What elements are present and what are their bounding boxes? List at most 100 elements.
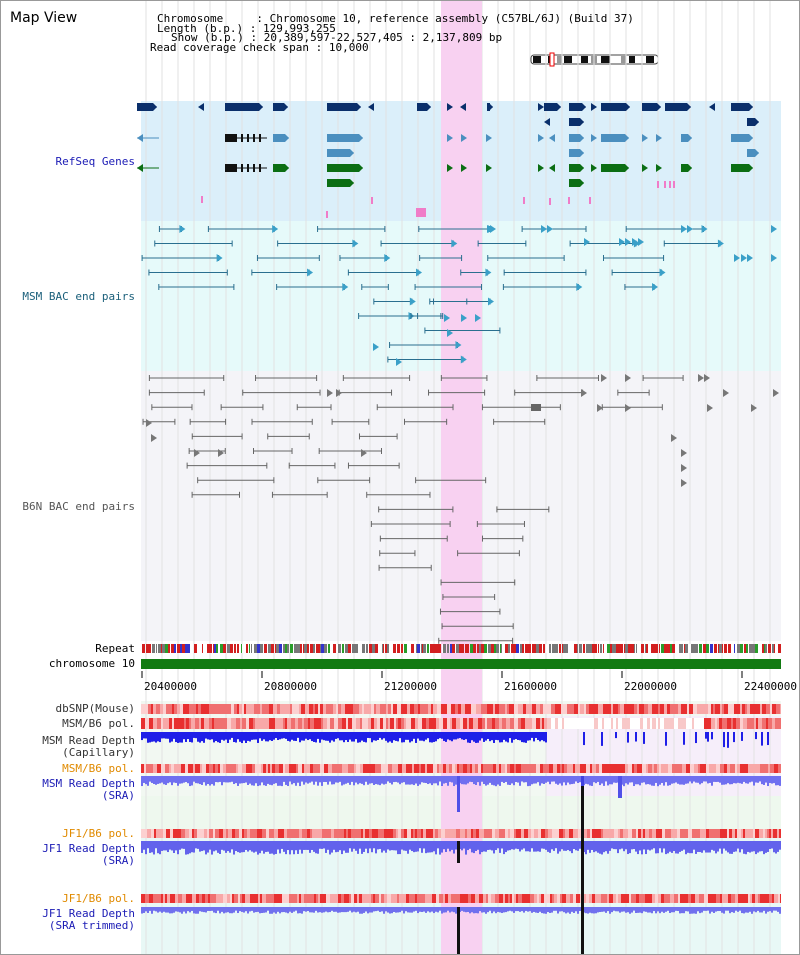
msm-depth-cap-bar (401, 732, 403, 743)
msm-depth-cap-bar (525, 732, 527, 743)
dbsnp-cell (410, 704, 414, 714)
repeat-segment (244, 644, 245, 653)
jf1-depth-sra-bar (587, 841, 589, 850)
gene-arrow-right (447, 134, 453, 142)
msm-depth-sra-bar (635, 776, 637, 785)
jf1-depth-trim-bar (301, 907, 303, 914)
msm-b6-pol-2-cell (752, 764, 756, 773)
jf1-depth-trim-bar (477, 907, 479, 914)
jf1-depth-sra-bar (253, 841, 255, 853)
jf1-depth-trim-bar (303, 907, 305, 912)
msm-depth-sra-bar (201, 776, 203, 785)
msm-depth-sra-bar (547, 776, 549, 782)
msm-b6-pol-2-cell (698, 764, 700, 773)
jf1-b6-pol-2-cell (666, 894, 670, 903)
jf1-depth-sra-bar (667, 841, 669, 854)
jf1-depth-sra-bar (249, 841, 251, 851)
msm-depth-cap-bar (527, 732, 529, 741)
repeat-segment (679, 644, 680, 653)
jf1-b6-pol-cell (510, 829, 514, 838)
dbsnp-cell (740, 704, 742, 714)
repeat-segment (316, 644, 319, 653)
repeat-segment (393, 644, 395, 653)
msm-b6-pol-2-cell (226, 764, 228, 773)
msm-depth-sra-bar (725, 776, 727, 785)
jf1-b6-pol-2-cell (297, 894, 299, 903)
jf1-depth-trim-bar (545, 907, 547, 914)
msm-depth-sra-bar (739, 776, 741, 784)
dbsnp-cell (163, 704, 166, 714)
repeat-segment (375, 644, 376, 653)
msm-b6-pol-2-cell (163, 764, 165, 773)
msm-b6-pol-cell (253, 718, 255, 729)
repeat-segment (210, 644, 212, 653)
msm-depth-sra-bar (405, 776, 407, 785)
jf1-depth-trim-bar (461, 907, 463, 911)
jf1-depth-trim-bar (671, 907, 673, 913)
msm-b6-pol-2-cell (524, 764, 528, 773)
msm-b6-pol-cell (467, 718, 469, 729)
repeat-segment (251, 644, 252, 653)
jf1-depth-sra-bar (433, 841, 435, 852)
msm-b6-pol-2-cell (740, 764, 744, 773)
dbsnp-cell (567, 704, 571, 714)
msm-b6-pol-2-cell (185, 764, 188, 773)
jf1-b6-pol-cell (398, 829, 401, 838)
jf1-depth-sra-bar (653, 841, 655, 849)
jf1-depth-sra-bar (731, 841, 733, 854)
msm-bac-end-marker (681, 225, 687, 233)
jf1-depth-sra-bar (285, 841, 287, 855)
msm-depth-sra-bar (561, 776, 563, 786)
jf1-b6-pol-cell (327, 829, 331, 838)
msm-depth-sra-bar (409, 776, 411, 785)
repeat-segment (481, 644, 484, 653)
msm-b6-pol-cell (218, 718, 221, 729)
jf1-b6-pol-2-cell (655, 894, 658, 903)
jf1-depth-trim-bar (777, 907, 779, 912)
msm-depth-cap-bar (287, 732, 289, 741)
jf1-b6-pol-2-cell (186, 894, 189, 903)
jf1-b6-pol-2-cell (661, 894, 664, 903)
dbsnp-cell (221, 704, 225, 714)
jf1-b6-pol-2-cell (618, 894, 621, 903)
jf1-depth-sra-bar (277, 841, 279, 850)
jf1-depth-trim-bar (709, 907, 711, 914)
jf1-b6-pol-cell (606, 829, 609, 838)
jf1-depth-trim-bar (779, 907, 781, 914)
repeat-segment (427, 644, 429, 653)
jf1-b6-pol-cell (555, 829, 559, 838)
jf1-b6-pol-cell (247, 829, 250, 838)
msm-b6-pol-cell (161, 718, 163, 729)
jf1-depth-sra-bar (267, 841, 269, 852)
msm-depth-sra-bar (391, 776, 393, 785)
repeat-segment (651, 644, 652, 653)
track-label-msm-depth-sra-1: MSM Read Depth (42, 777, 135, 790)
msm-depth-cap-bar (143, 732, 145, 739)
dbsnp-cell (405, 704, 407, 714)
jf1-b6-pol-cell (541, 829, 545, 838)
jf1-depth-trim-bar (491, 907, 493, 914)
msm-b6-pol-2-cell (388, 764, 392, 773)
jf1-depth-trim-bar (765, 907, 767, 914)
msm-depth-sra-bar (373, 776, 375, 785)
jf1-b6-pol-cell (244, 829, 247, 838)
jf1-depth-sra-bar (771, 841, 773, 849)
jf1-b6-pol-cell (597, 829, 601, 838)
msm-bac-end-marker (487, 297, 494, 306)
msm-b6-pol-cell (398, 718, 401, 729)
msm-depth-cap-bar (201, 732, 203, 742)
jf1-b6-pol-cell (688, 829, 692, 838)
jf1-depth-sra-bar (209, 841, 211, 850)
jf1-b6-pol-2-cell (566, 894, 570, 903)
jf1-depth-sra-bar (591, 841, 593, 850)
msm-depth-sra-peak (618, 776, 622, 798)
jf1-depth-trim-bar (749, 907, 751, 912)
jf1-depth-sra-bar (759, 841, 761, 852)
msm-depth-cap-bar (695, 732, 697, 744)
jf1-b6-pol-cell (426, 829, 430, 838)
jf1-depth-trim-bar (769, 907, 771, 912)
jf1-depth-sra-bar (193, 841, 195, 853)
dbsnp-cell (431, 704, 433, 714)
refseq-transcript (327, 164, 359, 172)
